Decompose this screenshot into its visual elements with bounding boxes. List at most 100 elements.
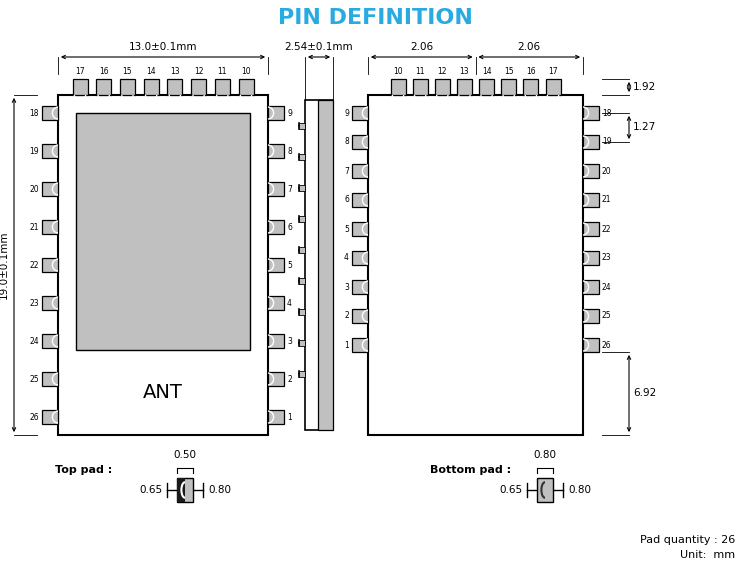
Text: 0.65: 0.65 xyxy=(139,485,162,495)
Text: 26: 26 xyxy=(29,413,39,422)
Bar xyxy=(120,79,135,95)
Text: 11: 11 xyxy=(217,67,227,76)
Bar xyxy=(583,222,599,236)
Bar xyxy=(167,79,182,95)
Text: Pad quantity : 26: Pad quantity : 26 xyxy=(640,535,735,545)
Text: 10: 10 xyxy=(242,67,250,76)
Bar xyxy=(352,280,368,294)
Bar xyxy=(42,258,58,272)
Text: 2.06: 2.06 xyxy=(410,42,434,52)
Text: 3: 3 xyxy=(287,336,292,346)
Bar xyxy=(583,164,599,178)
Text: 2.54±0.1mm: 2.54±0.1mm xyxy=(285,42,353,52)
Text: 21: 21 xyxy=(29,222,39,231)
Bar xyxy=(42,296,58,310)
Bar xyxy=(268,296,284,310)
Bar xyxy=(457,79,472,95)
Text: 13.0±0.1mm: 13.0±0.1mm xyxy=(129,42,197,52)
Text: 1.27: 1.27 xyxy=(633,123,656,132)
Bar xyxy=(268,220,284,234)
Text: 7: 7 xyxy=(344,167,349,175)
Bar xyxy=(368,95,583,435)
Bar xyxy=(537,478,553,502)
Text: 0.50: 0.50 xyxy=(173,450,196,460)
Bar xyxy=(299,247,305,253)
Text: 10: 10 xyxy=(393,67,403,76)
Text: 6: 6 xyxy=(287,222,292,231)
Text: 12: 12 xyxy=(194,67,203,76)
Bar xyxy=(238,79,254,95)
Bar xyxy=(177,478,193,502)
Bar xyxy=(352,222,368,236)
Text: 6.92: 6.92 xyxy=(633,388,656,398)
Text: 0.80: 0.80 xyxy=(568,485,591,495)
Text: 1: 1 xyxy=(344,340,349,350)
Bar xyxy=(391,79,406,95)
Bar xyxy=(352,193,368,207)
Bar xyxy=(268,106,284,120)
Text: 6: 6 xyxy=(344,195,349,205)
Bar xyxy=(177,478,185,502)
Text: 4: 4 xyxy=(287,299,292,308)
Text: 1: 1 xyxy=(287,413,292,422)
Text: Top pad :: Top pad : xyxy=(55,465,112,475)
Text: 23: 23 xyxy=(602,253,612,262)
Bar xyxy=(268,258,284,272)
Bar xyxy=(501,79,516,95)
Text: 12: 12 xyxy=(437,67,447,76)
Bar xyxy=(299,123,305,129)
Text: 18: 18 xyxy=(29,108,39,117)
Text: 8: 8 xyxy=(287,147,292,155)
Bar xyxy=(191,79,206,95)
Text: 2.06: 2.06 xyxy=(518,42,541,52)
Text: 1.92: 1.92 xyxy=(633,82,656,92)
Bar xyxy=(299,185,305,191)
Bar xyxy=(42,182,58,196)
Bar xyxy=(268,334,284,348)
Text: PIN DEFINITION: PIN DEFINITION xyxy=(278,8,472,28)
Text: 18: 18 xyxy=(602,108,611,117)
Bar xyxy=(299,371,305,377)
Text: 24: 24 xyxy=(602,282,612,292)
Bar xyxy=(42,410,58,424)
Bar xyxy=(317,100,333,430)
Bar xyxy=(583,251,599,265)
Bar xyxy=(268,372,284,386)
Bar xyxy=(268,410,284,424)
Text: 7: 7 xyxy=(287,185,292,194)
Bar xyxy=(214,79,230,95)
Bar xyxy=(435,79,450,95)
Bar xyxy=(96,79,111,95)
Text: 9: 9 xyxy=(344,108,349,117)
Text: 2: 2 xyxy=(344,312,349,320)
Text: 25: 25 xyxy=(29,375,39,383)
Bar xyxy=(268,144,284,158)
Text: 13: 13 xyxy=(170,67,180,76)
Bar xyxy=(352,106,368,120)
Text: 20: 20 xyxy=(29,185,39,194)
Bar xyxy=(42,372,58,386)
Bar xyxy=(73,79,88,95)
Text: 0.80: 0.80 xyxy=(533,450,556,460)
Text: 5: 5 xyxy=(287,261,292,269)
Text: 21: 21 xyxy=(602,195,611,205)
Text: 8: 8 xyxy=(344,138,349,147)
Text: 5: 5 xyxy=(344,225,349,234)
Bar xyxy=(352,164,368,178)
Text: 11: 11 xyxy=(416,67,425,76)
Bar xyxy=(299,309,305,315)
Bar xyxy=(413,79,428,95)
Text: 3: 3 xyxy=(344,282,349,292)
Text: 22: 22 xyxy=(29,261,39,269)
Bar xyxy=(58,95,268,435)
Bar xyxy=(352,251,368,265)
Bar xyxy=(583,338,599,352)
Text: 16: 16 xyxy=(526,67,536,76)
Text: 2: 2 xyxy=(287,375,292,383)
Text: 9: 9 xyxy=(287,108,292,117)
Bar xyxy=(268,182,284,196)
Bar xyxy=(583,193,599,207)
Text: Unit:  mm: Unit: mm xyxy=(680,550,735,560)
Text: 14: 14 xyxy=(146,67,156,76)
Text: 25: 25 xyxy=(602,312,612,320)
